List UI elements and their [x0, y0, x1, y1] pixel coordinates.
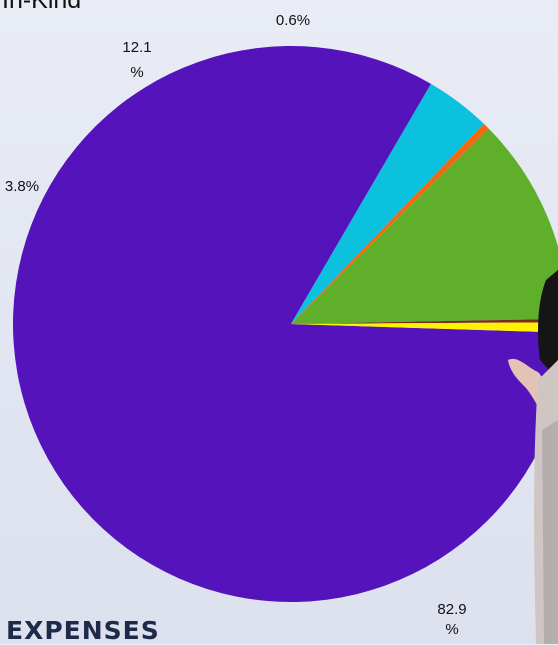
section-label: EXPENSES	[6, 616, 160, 645]
pie-data-labels: 82.9 % 3.8% 12.1 % 0.6%	[5, 12, 467, 638]
slice-label-1: 3.8%	[5, 178, 39, 195]
slice-label-3: 12.1%	[122, 39, 151, 81]
presenter-photo	[498, 0, 558, 644]
pie-slice-0	[13, 46, 558, 602]
pie-slice-1	[291, 83, 484, 324]
slice-label-5: 0.6%	[276, 12, 310, 29]
category-label: In-Kind	[2, 0, 82, 14]
pie-slice-4	[291, 318, 558, 324]
slice-label-0: 82.9%	[437, 601, 466, 638]
pie-slice-5	[291, 322, 558, 333]
pie-slices	[13, 46, 558, 602]
pie-slice-3	[291, 128, 558, 324]
pie-slice-2	[291, 123, 489, 324]
